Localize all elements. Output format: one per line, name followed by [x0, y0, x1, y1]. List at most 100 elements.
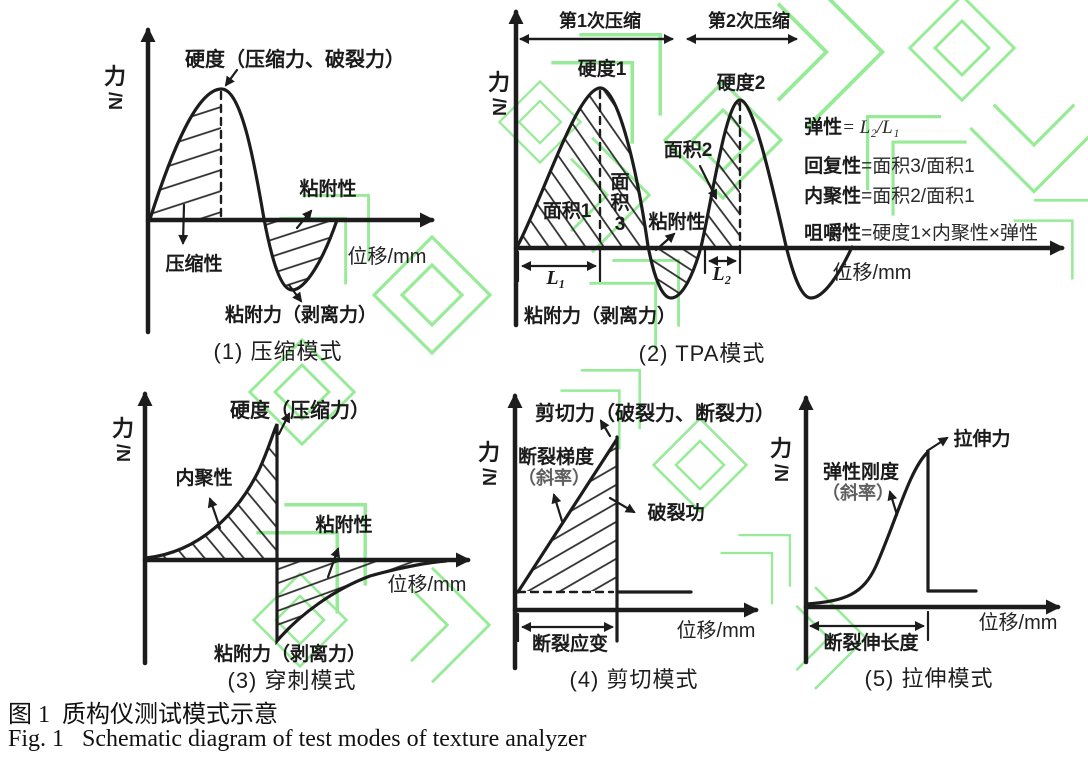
p4-slope-line [516, 437, 619, 594]
p1-hatch-negative [264, 220, 337, 290]
p1-adhesive-force-label: 粘附力（剥离力） [224, 305, 378, 326]
p3-arrow-cohesiveness [207, 497, 222, 530]
p5-force-curve [805, 450, 930, 606]
p2-caption: (2) TPA模式 [638, 341, 766, 366]
p4-arrow-rupture-work [608, 496, 636, 514]
p2-l1-label: L₁ [546, 267, 566, 289]
p2-force-symbol: 力 [488, 70, 511, 95]
p5-elastic-stiffness-label: 弹性刚度 [822, 462, 900, 483]
p1-force-symbol: 力 [104, 64, 127, 89]
p1-force-curve [148, 87, 339, 292]
p3-displacement-label: 位移/mm [387, 574, 467, 596]
p5-arrow-tensile-force [925, 436, 949, 453]
p2-arrow-area2 [698, 164, 718, 200]
p3-force-symbol: 力 [112, 416, 135, 441]
p5-force-symbol: 力 [770, 436, 793, 461]
p1-y-axis-label: 力 /N [104, 64, 127, 111]
panel1-compression-drawing [140, 27, 435, 335]
p2-eq-cohesiveness: 内聚性=面积2/面积1 [783, 159, 975, 230]
p4-fracture-strain-label: 断裂应变 [531, 634, 609, 655]
p2-y-axis-label: 力 /N [488, 70, 511, 117]
p1-arrow-adhesiveness [295, 209, 313, 230]
p3-adhesive-force-label: 粘附力（剥离力） [213, 644, 367, 665]
p2-force-unit: /N [489, 98, 509, 116]
p4-arrow-shear-force [599, 419, 612, 438]
p2-adhesiveness-label: 粘附性 [648, 212, 706, 233]
p2-eq-springiness: 弹性= L₂/L₁ [783, 90, 899, 161]
figure-caption-en: Fig. 1 Schematic diagram of test modes o… [8, 726, 587, 752]
p2-hardness1-label: 硬度1 [577, 59, 627, 80]
p1-compressibility-label: 压缩性 [165, 254, 223, 275]
p4-displacement-label: 位移/mm [676, 620, 756, 642]
diagram-layer [137, 9, 1065, 671]
p1-hardness-label: 硬度（压缩力、破裂力） [185, 49, 405, 71]
p3-hatch-positive [146, 424, 277, 559]
p2-eq-chewiness: 咀嚼性=硬度1×内聚性×弹性 [783, 196, 1038, 267]
p2-area3-label: 面积3 [610, 172, 630, 235]
p3-hatch-negative [277, 561, 443, 641]
p2-hatch-peak2-left [701, 100, 740, 247]
p5-force-unit: /N [771, 464, 791, 482]
p4-caption: (4) 剪切模式 [569, 667, 699, 692]
p2-force-curve [515, 86, 854, 300]
p4-rupture-work-label: 破裂功 [647, 503, 705, 524]
p5-y-axis-label: 力 /N [770, 436, 793, 483]
p2-first-compression-label: 第1次压缩 [558, 11, 642, 31]
p2-eq1-value: = L₂/L₁ [842, 117, 900, 138]
p2-eq-resilience: 回复性=面积3/面积1 [783, 129, 975, 200]
p3-hardness-label: 硬度（压缩力） [230, 400, 370, 422]
p1-displacement-label: 位移/mm [347, 246, 427, 268]
panel3-puncture-drawing [137, 391, 471, 666]
p2-area1-label: 面积1 [542, 201, 592, 222]
p2-eq2-value: =面积3/面积1 [861, 156, 975, 177]
p4-arrow-slope [551, 493, 564, 523]
p5-arrow-slope [887, 490, 899, 517]
p1-force-unit: /N [105, 92, 125, 110]
p4-slope-label: （斜率） [518, 468, 590, 488]
p5-caption: (5) 拉伸模式 [864, 666, 994, 691]
p5-slope-label: （斜率） [822, 483, 894, 503]
p2-eq4-name: 咀嚼性 [804, 223, 862, 244]
p2-eq2-name: 回复性 [804, 156, 862, 177]
p3-adhesiveness-label: 粘附性 [315, 515, 373, 536]
figure-caption-zh: 图 1 质构仪测试模式示意 [8, 702, 278, 728]
p3-force-curve-rise [144, 423, 448, 646]
p4-force-unit: /N [479, 468, 499, 486]
p2-adhesive-force-label: 粘附力（剥离力） [523, 306, 677, 327]
p1-caption: (1) 压缩模式 [213, 339, 343, 364]
p1-hatch-positive [150, 89, 221, 219]
p3-arrow-adhesiveness [326, 547, 341, 579]
p3-y-axis-label: 力 /N [112, 416, 135, 463]
p2-second-compression-label: 第2次压缩 [707, 11, 791, 31]
p2-hardness2-label: 硬度2 [716, 73, 766, 94]
p2-eq3-name: 内聚性 [804, 186, 862, 207]
p3-caption: (3) 穿刺模式 [227, 668, 357, 693]
p4-force-symbol: 力 [478, 440, 501, 465]
p3-force-unit: /N [113, 444, 133, 462]
p3-cohesiveness-label: 内聚性 [175, 468, 233, 489]
p2-eq4-value: =硬度1×内聚性×弹性 [861, 223, 1038, 244]
panel5-tensile-drawing [798, 395, 1061, 665]
p5-tensile-force-label: 拉伸力 [953, 429, 1011, 450]
p2-hatch-peak1 [517, 87, 648, 247]
p4-y-axis-label: 力 /N [478, 440, 501, 487]
p2-eq1-name: 弹性 [804, 117, 843, 138]
p5-elongation-label: 断裂伸长度 [823, 633, 919, 654]
p4-shear-force-label: 剪切力（破裂力、断裂力） [535, 403, 775, 425]
p1-arrow-hardness [224, 68, 239, 87]
p4-fracture-gradient-label: 断裂梯度 [517, 447, 595, 468]
p1-arrow-adhesive-force [287, 283, 303, 303]
panel4-shear-drawing [507, 393, 759, 671]
p2-eq3-value: =面积2/面积1 [861, 186, 975, 207]
p3-arrow-hardness [277, 412, 291, 436]
p1-arrow-compressibility [178, 203, 189, 245]
p2-hatch-dip1 [648, 248, 701, 298]
p2-l2-label: L₂ [712, 263, 732, 285]
p5-displacement-label: 位移/mm [978, 612, 1058, 634]
p1-adhesiveness-label: 粘附性 [299, 179, 357, 200]
p2-displacement-label: 位移/mm [832, 262, 912, 284]
p2-area2-label: 面积2 [663, 140, 713, 161]
panel2-tpa-drawing [508, 9, 1065, 328]
p2-arrow-adhesiveness [654, 232, 676, 252]
